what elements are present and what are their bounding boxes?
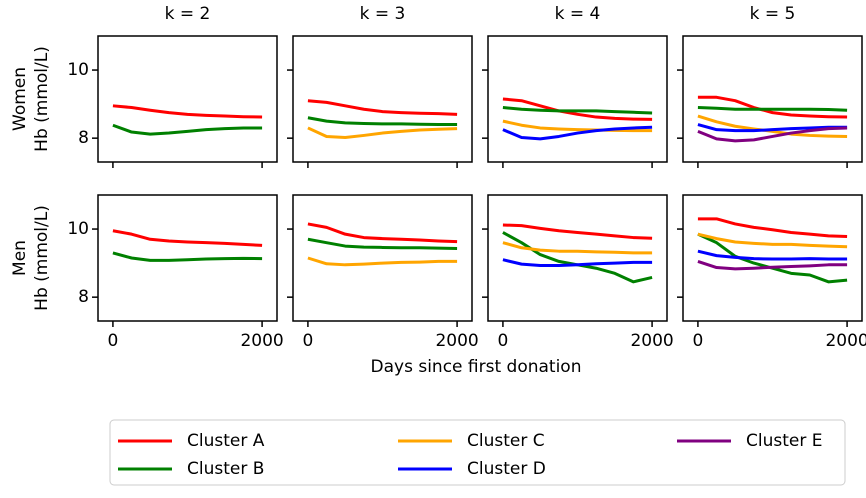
axes-frame: [292, 194, 473, 322]
line: [502, 119, 653, 133]
legend-label: Cluster C: [467, 431, 545, 451]
x-tick-label: 2000: [630, 331, 673, 351]
line: [112, 229, 263, 247]
axes-frame: [97, 194, 278, 322]
y-tick-label: 10: [67, 219, 89, 239]
line: [307, 222, 458, 244]
axes-frame: [682, 194, 863, 322]
x-tick-label: 2000: [240, 331, 283, 351]
line: [307, 116, 458, 127]
legend-label: Cluster B: [187, 459, 264, 479]
legend-box: [109, 419, 846, 486]
y-axis-label: Hb (mmol/L): [32, 46, 52, 152]
y-axis-label: Hb (mmol/L): [32, 205, 52, 311]
line: [112, 104, 263, 119]
line: [697, 123, 848, 133]
axes-frame: [487, 194, 668, 322]
column-title: k = 4: [555, 4, 601, 24]
x-tick-label: 0: [693, 331, 704, 351]
axes-frame: [292, 35, 473, 163]
line: [502, 106, 653, 115]
row-label: Women: [10, 67, 30, 131]
line: [697, 232, 848, 249]
line: [502, 231, 653, 284]
column-title: k = 3: [360, 4, 406, 24]
line: [112, 123, 263, 136]
y-tick-label: 10: [67, 60, 89, 80]
axes-frame: [682, 35, 863, 163]
line: [697, 217, 848, 239]
line: [112, 251, 263, 262]
line: [697, 114, 848, 138]
legend-label: Cluster E: [746, 431, 822, 451]
line: [697, 126, 848, 143]
line: [697, 106, 848, 112]
y-tick-label: 8: [78, 128, 89, 148]
x-tick-label: 2000: [435, 331, 478, 351]
line: [697, 95, 848, 119]
line: [502, 258, 653, 267]
line: [502, 223, 653, 240]
line: [697, 249, 848, 261]
y-tick-label: 8: [78, 287, 89, 307]
column-title: k = 2: [165, 4, 211, 24]
line: [307, 256, 458, 267]
line: [307, 237, 458, 250]
legend-label: Cluster A: [187, 431, 265, 451]
x-axis-label: Days since first donation: [371, 357, 582, 377]
line: [697, 259, 848, 271]
x-tick-label: 0: [108, 331, 119, 351]
axes-frame: [487, 35, 668, 163]
x-tick-label: 0: [303, 331, 314, 351]
legend-label: Cluster D: [467, 459, 546, 479]
row-label: Men: [10, 240, 30, 276]
line: [502, 97, 653, 121]
line: [502, 125, 653, 141]
line: [502, 241, 653, 255]
axes-frame: [97, 35, 278, 163]
x-tick-label: 0: [498, 331, 509, 351]
x-tick-label: 2000: [825, 331, 866, 351]
column-title: k = 5: [750, 4, 796, 24]
line: [307, 99, 458, 116]
line: [307, 126, 458, 139]
